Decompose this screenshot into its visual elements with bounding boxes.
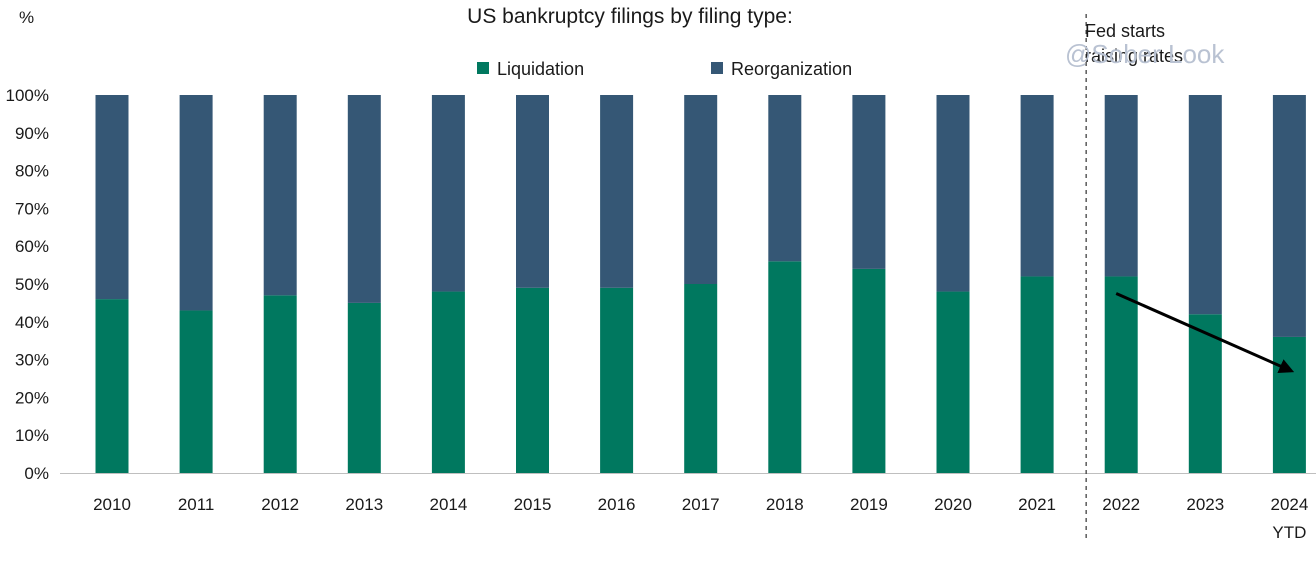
annotation-text: Fed starts xyxy=(1085,21,1165,41)
legend-swatch-liquidation xyxy=(477,62,489,74)
bar-reorganization xyxy=(600,95,634,288)
x-tick-label: 2021 xyxy=(1018,495,1056,514)
x-tick-label: 2013 xyxy=(345,495,383,514)
y-tick-label: 50% xyxy=(15,275,49,294)
chart-title: US bankruptcy filings by filing type: xyxy=(467,5,793,28)
bar-reorganization xyxy=(684,95,718,284)
legend-swatch-reorganization xyxy=(711,62,723,74)
y-axis-unit-label: % xyxy=(19,8,34,27)
bar-liquidation xyxy=(936,291,970,473)
bar-liquidation xyxy=(516,287,549,473)
x-tick-label: 2018 xyxy=(766,495,804,514)
y-tick-label: 70% xyxy=(15,199,49,218)
bar-liquidation xyxy=(852,268,886,473)
bar-liquidation xyxy=(347,302,381,473)
watermark: @Sober Look xyxy=(1065,39,1225,69)
bar-reorganization xyxy=(431,95,465,292)
bar-liquidation xyxy=(95,299,129,473)
x-tick-label: 2014 xyxy=(429,495,467,514)
y-tick-label: 0% xyxy=(24,464,49,483)
bar-liquidation xyxy=(600,287,634,473)
x-tick-label: 2015 xyxy=(514,495,552,514)
bar-reorganization xyxy=(1188,95,1222,315)
y-tick-label: 60% xyxy=(15,237,49,256)
bar-reorganization xyxy=(1020,95,1054,277)
bar-liquidation xyxy=(1020,276,1054,473)
bar-reorganization xyxy=(1272,95,1306,337)
bar-reorganization xyxy=(768,95,802,262)
bar-reorganization xyxy=(179,95,213,311)
bar-reorganization xyxy=(347,95,381,303)
y-tick-label: 40% xyxy=(15,313,49,332)
x-tick-label: 2017 xyxy=(682,495,720,514)
x-tick-label: 2011 xyxy=(178,495,215,514)
y-tick-label: 10% xyxy=(15,426,49,445)
bars-group xyxy=(95,95,1306,473)
y-tick-label: 30% xyxy=(15,351,49,370)
bar-liquidation xyxy=(431,291,465,473)
bar-liquidation xyxy=(179,310,213,473)
y-tick-label: 90% xyxy=(15,124,49,143)
legend-label-reorganization: Reorganization xyxy=(731,59,852,79)
bar-reorganization xyxy=(852,95,886,269)
x-tick-label: 2023 xyxy=(1186,495,1224,514)
y-tick-label: 80% xyxy=(15,162,49,181)
x-tick-label: 2010 xyxy=(93,495,131,514)
x-tick-label: 2020 xyxy=(934,495,972,514)
y-tick-label: 20% xyxy=(15,388,49,407)
bar-reorganization xyxy=(263,95,297,296)
x-tick-sublabel: YTD xyxy=(1272,523,1306,542)
bar-liquidation xyxy=(1104,276,1138,473)
x-tick-label: 2012 xyxy=(261,495,299,514)
trend-arrow xyxy=(1115,292,1295,373)
bar-reorganization xyxy=(516,95,549,288)
bar-liquidation xyxy=(263,295,297,473)
legend-label-liquidation: Liquidation xyxy=(497,59,584,79)
axes-group: 0% 10% 20% 30% 40% 50% 60% 70% 80% 90% 100% 2010 201… xyxy=(6,86,1316,542)
annotation-group: Fed starts raising rates@Sober Look xyxy=(1065,14,1295,540)
bar-liquidation xyxy=(1272,336,1306,473)
y-tick-label: 100% xyxy=(6,86,49,105)
bar-liquidation xyxy=(768,261,802,473)
bar-reorganization xyxy=(936,95,970,292)
annotation-text: raising rates xyxy=(1085,46,1183,66)
bar-liquidation xyxy=(684,284,718,473)
legend: Liquidation Reorganization xyxy=(477,59,852,79)
x-tick-label: 2024 xyxy=(1270,495,1308,514)
bar-reorganization xyxy=(95,95,129,300)
x-tick-label: 2019 xyxy=(850,495,888,514)
bar-reorganization xyxy=(1104,95,1138,277)
x-tick-label: 2016 xyxy=(598,495,636,514)
bar-liquidation xyxy=(1188,314,1222,473)
x-tick-label: 2022 xyxy=(1102,495,1140,514)
